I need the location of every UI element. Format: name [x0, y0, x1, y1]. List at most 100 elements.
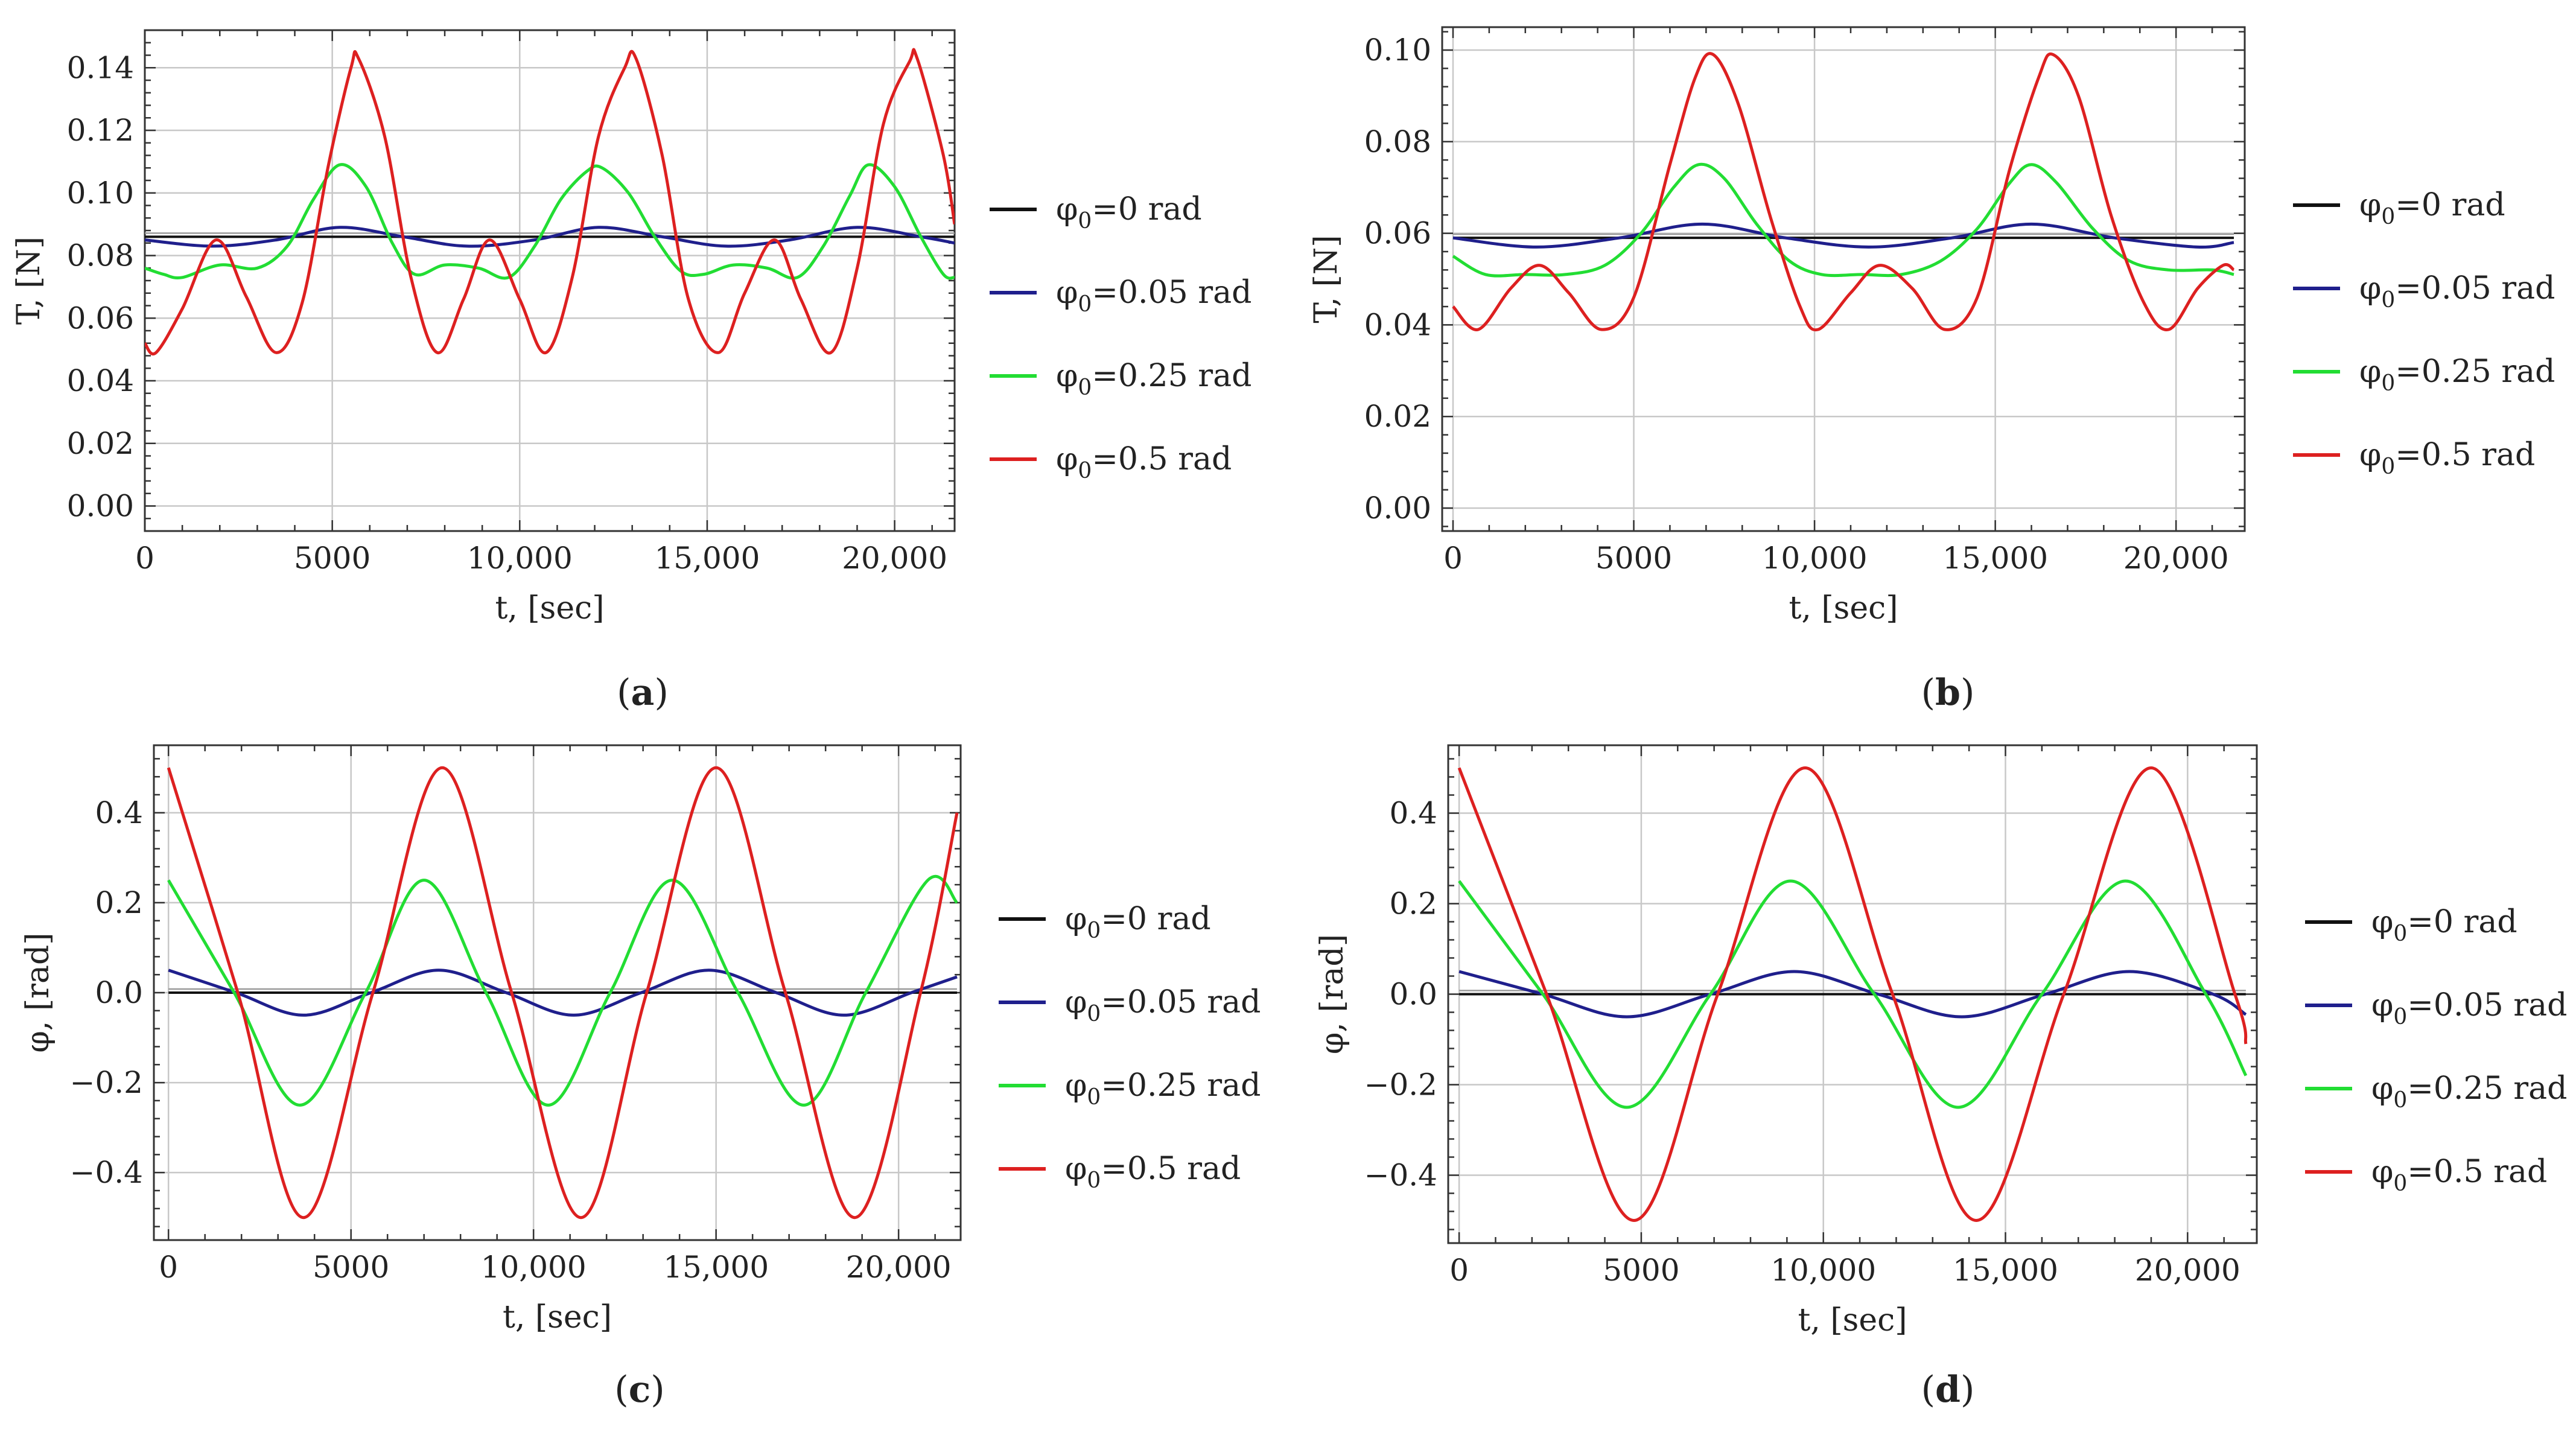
plot-frame [153, 744, 962, 1241]
x-axis-title: t, [sec] [503, 1299, 612, 1335]
x-tick-label: 15,000 [663, 1250, 769, 1285]
plot-frame [144, 29, 956, 532]
x-axis-title: t, [sec] [1798, 1302, 1907, 1338]
y-axis-title: φ, [rad] [20, 932, 56, 1052]
legend-label: φ0=0.5 rad [2371, 1154, 2547, 1196]
legend-label: φ0=0 rad [2359, 187, 2505, 229]
legend-item: φ0=0.05 rad [990, 275, 1251, 317]
panel-label: (c) [614, 1369, 664, 1411]
y-tick-label: 0.00 [1364, 491, 1431, 526]
y-tick-label: 0.10 [67, 176, 134, 211]
y-tick-label: −0.2 [1364, 1067, 1437, 1102]
legend-item: φ0=0 rad [999, 901, 1211, 943]
series-line-phi0-0.25 [167, 874, 958, 1107]
legend-label: φ0=0.25 rad [1065, 1067, 1261, 1110]
legend-item: φ0=0 rad [2305, 904, 2517, 946]
series-line-phi0-0.5 [1452, 52, 2235, 332]
y-tick-label: 0.14 [67, 50, 134, 85]
panel-label: (b) [1921, 672, 1975, 714]
y-tick-label: 0.02 [1364, 399, 1431, 434]
x-tick-label: 5000 [1595, 541, 1672, 576]
y-axis-title: φ, [rad] [1314, 934, 1350, 1054]
panel-a: 0 5000 10,000 15,000 20,000 0.00 0.02 0.04 0.06 0… [11, 29, 1251, 714]
panels: 0 5000 10,000 15,000 20,0000.000.020.040.060… [11, 26, 2567, 1411]
y-tick-label: 0.00 [67, 489, 134, 524]
axis-ticks [154, 745, 961, 1240]
legend-item: φ0=0.5 rad [990, 441, 1232, 483]
tick-labels: 0 5000 10,000 15,000 20,000 0.00 0.02 0.04 0.06 0… [1364, 33, 2229, 576]
plot-frame [1441, 26, 2246, 532]
series-group [1452, 52, 2235, 332]
series-line-phi0-0.5 [167, 766, 959, 1220]
series-line-phi0-0.5 [145, 48, 955, 355]
y-tick-label: 0.08 [1364, 124, 1431, 159]
series-line-phi0-0.05 [145, 226, 955, 248]
legend-label: φ0=0 rad [1065, 901, 1211, 943]
x-tick-label: 20,000 [846, 1250, 952, 1285]
x-tick-label: 0 [1449, 1253, 1469, 1288]
legend-item: φ0=0.25 rad [2293, 354, 2555, 396]
x-tick-label: 10,000 [467, 541, 573, 576]
legend-label: φ0=0.5 rad [1056, 441, 1232, 483]
x-tick-label: 10,000 [1770, 1253, 1876, 1288]
legend-item: φ0=0.25 rad [999, 1067, 1261, 1110]
series-line-phi0-0.05 [168, 969, 958, 1017]
legend-item: φ0=0.05 rad [999, 984, 1261, 1026]
y-tick-label: 0.2 [1389, 886, 1437, 921]
legend-label: φ0=0.25 rad [2359, 354, 2555, 396]
series-line-phi0-0.25 [1452, 162, 2234, 278]
y-tick-label: 0.12 [67, 113, 134, 148]
y-tick-label: 0.04 [1364, 307, 1431, 342]
x-tick-label: 0 [1443, 541, 1463, 576]
y-tick-label: −0.2 [70, 1065, 143, 1100]
legend-label: φ0=0.05 rad [2359, 270, 2555, 313]
y-tick-label: 0.0 [1389, 977, 1437, 1012]
panel-label: (d) [1921, 1369, 1975, 1411]
legend-item: φ0=0.25 rad [2305, 1071, 2567, 1113]
y-tick-label: 0.06 [67, 301, 134, 336]
y-tick-label: 0.0 [95, 975, 143, 1010]
x-tick-label: 5000 [1603, 1253, 1679, 1288]
series-line-phi0-0.25 [1458, 879, 2248, 1109]
legend-label: φ0=0 rad [1056, 191, 1202, 234]
legend-item: φ0=0.5 rad [2293, 437, 2535, 479]
panel-b: 0 5000 10,000 15,000 20,000 0.00 0.02 0.04 0.06 0… [1308, 26, 2555, 714]
series-group [1457, 766, 2248, 1222]
y-tick-label: 0.06 [1364, 216, 1431, 251]
x-axis-title: t, [sec] [1789, 590, 1898, 626]
y-tick-label: 0.2 [95, 885, 143, 920]
x-tick-label: 5000 [313, 1250, 389, 1285]
x-tick-label: 20,000 [842, 541, 947, 576]
legend-item: φ0=0 rad [2293, 187, 2505, 229]
legend-item: φ0=0.05 rad [2305, 987, 2567, 1029]
axis-ticks [1442, 27, 2245, 531]
x-tick-label: 0 [135, 541, 154, 576]
series-group [167, 766, 959, 1220]
x-tick-label: 15,000 [1942, 541, 2048, 576]
x-tick-label: 20,000 [2135, 1253, 2240, 1288]
y-tick-label: 0.4 [95, 795, 143, 830]
series-line-phi0-0.5 [1457, 766, 2248, 1222]
grid [1442, 27, 2245, 531]
legend: φ0=0 rad φ0=0.05 rad φ0=0.25 rad φ0=0.5 rad [2305, 904, 2567, 1196]
legend: φ0=0 rad φ0=0.05 rad φ0=0.25 rad φ0=0.5 rad [999, 901, 1261, 1193]
legend-label: φ0=0.25 rad [1056, 358, 1251, 400]
y-tick-label: 0.4 [1389, 796, 1437, 831]
x-tick-label: 10,000 [481, 1250, 587, 1285]
tick-labels: 0 5000 10,000 15,000 20,000 −0.4 −0.2 0.0 0.2 0.4 [1364, 796, 2240, 1288]
legend-label: φ0=0.25 rad [2371, 1071, 2567, 1113]
x-tick-label: 0 [159, 1250, 178, 1285]
legend-label: φ0=0.5 rad [1065, 1151, 1241, 1193]
y-axis-title: T, [N] [11, 237, 47, 325]
legend-label: φ0=0.5 rad [2359, 437, 2535, 479]
legend: φ0=0 rad φ0=0.05 rad φ0=0.25 rad φ0=0.5 rad [990, 191, 1251, 483]
legend-item: φ0=0.25 rad [990, 358, 1251, 400]
y-tick-label: 0.08 [67, 238, 134, 273]
series-line-phi0-0.25 [145, 163, 955, 280]
y-tick-label: −0.4 [1364, 1158, 1437, 1193]
panel-d: 0 5000 10,000 15,000 20,000 −0.4 −0.2 0.0 0.2 0.4… [1314, 744, 2567, 1411]
x-tick-label: 5000 [294, 541, 370, 576]
axis-ticks [144, 29, 955, 532]
x-tick-label: 10,000 [1762, 541, 1868, 576]
legend-label: φ0=0.05 rad [1056, 275, 1251, 317]
